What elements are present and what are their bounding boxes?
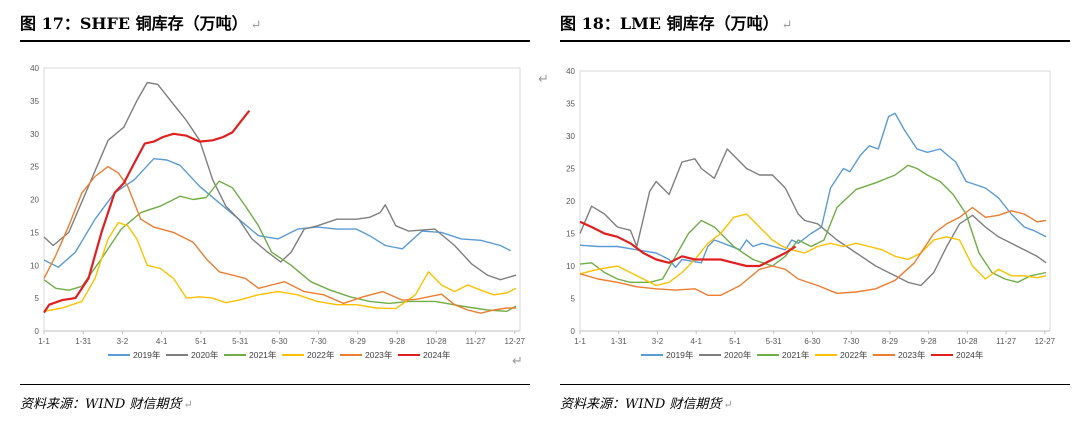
series-line — [579, 213, 1047, 287]
source-rule — [20, 384, 530, 385]
x-tick-label: 1-31 — [75, 337, 92, 346]
x-tick-label: 4-1 — [156, 337, 168, 346]
return-mark-icon: ↵ — [538, 72, 549, 87]
series-line — [579, 164, 1047, 284]
figure-title: 图 17：SHFE 铜库存（万吨） ↵ — [20, 14, 262, 33]
return-mark-icon: ↵ — [512, 354, 523, 369]
legend-label: 2021年 — [249, 350, 277, 360]
y-tick-label: 20 — [566, 197, 575, 206]
y-tick-label: 35 — [30, 97, 39, 106]
series-line — [579, 206, 1047, 297]
x-tick-label: 5-31 — [232, 337, 249, 346]
y-tick-label: 25 — [30, 163, 39, 172]
x-tick-label: 11-27 — [466, 337, 486, 346]
legend-label: 2022年 — [307, 350, 335, 360]
series-line — [43, 180, 517, 313]
y-tick-label: 25 — [566, 165, 575, 174]
legend-label: 2019年 — [133, 350, 161, 360]
title-rule — [560, 40, 1070, 42]
y-tick-label: 10 — [566, 262, 575, 271]
shfe-copper-inventory-chart: 0 5 10 15 20 25 30 35 40 1-1 1-31 3-2 4-1 5-1 5-31 6-30… — [30, 64, 526, 360]
y-tick-label: 40 — [30, 64, 39, 73]
x-tick-label: 5-1 — [729, 337, 741, 346]
source-note: 资料来源：WIND 财信期货 ↵ — [20, 397, 193, 412]
x-tick-label: 1-31 — [611, 337, 628, 346]
y-tick-label: 15 — [566, 230, 575, 239]
series-line — [579, 220, 797, 268]
return-mark-icon: ↵ — [183, 398, 193, 411]
x-tick-label: 5-1 — [195, 337, 207, 346]
legend-label: 2019年 — [666, 350, 694, 360]
return-mark-icon: ↵ — [250, 18, 262, 33]
x-tick-label: 7-30 — [843, 337, 860, 346]
x-tick-label: 1-1 — [38, 337, 50, 346]
series-line — [43, 81, 517, 281]
x-tick-label: 12-27 — [505, 337, 526, 346]
series-line — [43, 221, 517, 312]
legend-label: 2023年 — [898, 350, 926, 360]
x-tick-label: 1-1 — [574, 337, 586, 346]
plot-area — [579, 70, 1051, 332]
y-tick-label: 40 — [566, 67, 575, 76]
legend-label: 2023年 — [365, 350, 393, 360]
legend-label: 2021年 — [782, 350, 810, 360]
x-tick-label: 6-30 — [271, 337, 288, 346]
x-tick-label: 9-28 — [921, 337, 938, 346]
legend-label: 2020年 — [191, 350, 219, 360]
y-tick-label: 30 — [566, 132, 575, 141]
x-tick-label: 12-27 — [1035, 337, 1056, 346]
left-chart-panel: 图 17：SHFE 铜库存（万吨） ↵ 0 5 10 15 20 25 30 35 40 1-1 1-… — [20, 0, 540, 423]
legend-label: 2024年 — [423, 350, 451, 360]
x-tick-label: 3-2 — [117, 337, 129, 346]
x-tick-label: 9-28 — [389, 337, 406, 346]
x-tick-label: 3-2 — [652, 337, 664, 346]
series-line — [579, 148, 1047, 287]
title-rule — [20, 40, 530, 42]
y-tick-label: 5 — [35, 294, 40, 303]
return-mark-icon: ↵ — [723, 398, 733, 411]
y-tick-label: 5 — [571, 295, 576, 304]
x-tick-label: 10-28 — [957, 337, 978, 346]
y-tick-label: 0 — [35, 327, 40, 336]
y-tick-label: 0 — [571, 327, 576, 336]
y-tick-label: 35 — [566, 100, 575, 109]
legend-label: 2022年 — [840, 350, 868, 360]
x-tick-label: 10-28 — [426, 337, 447, 346]
x-tick-label: 8-29 — [350, 337, 367, 346]
legend-label: 2020年 — [724, 350, 752, 360]
x-tick-label: 8-29 — [882, 337, 899, 346]
source-note: 资料来源：WIND 财信期货 ↵ — [560, 397, 733, 412]
legend-label: 2024年 — [956, 350, 984, 360]
source-rule — [560, 384, 1070, 385]
series-line — [43, 157, 512, 268]
y-tick-label: 30 — [30, 130, 39, 139]
return-mark-icon: ↵ — [781, 18, 793, 33]
y-tick-label: 10 — [30, 261, 39, 270]
right-chart-panel: 图 18：LME 铜库存（万吨） ↵ ↵ 0 5 10 15 20 25 30 35 40 1-1 1… — [538, 0, 1080, 423]
figure-title: 图 18：LME 铜库存（万吨） ↵ — [560, 14, 793, 33]
lme-copper-inventory-chart: 0 5 10 15 20 25 30 35 40 1-1 1-31 3-2 4-1 5-1 5-31 6-30… — [566, 67, 1056, 360]
x-tick-label: 11-27 — [996, 337, 1016, 346]
x-tick-label: 7-30 — [311, 337, 328, 346]
x-tick-label: 6-30 — [804, 337, 821, 346]
x-tick-label: 4-1 — [690, 337, 702, 346]
y-tick-label: 15 — [30, 228, 39, 237]
series-line — [43, 165, 517, 314]
series-line — [43, 110, 251, 314]
x-tick-label: 5-31 — [766, 337, 783, 346]
y-tick-label: 20 — [30, 196, 39, 205]
